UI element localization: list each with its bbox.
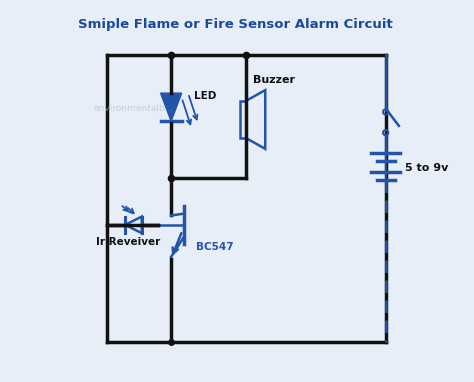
Text: LED: LED <box>194 91 217 101</box>
Text: BC547: BC547 <box>196 243 233 253</box>
Text: Smiple Flame or Fire Sensor Alarm Circuit: Smiple Flame or Fire Sensor Alarm Circui… <box>78 18 392 31</box>
Text: Ir Reveiver: Ir Reveiver <box>96 237 160 247</box>
Text: Buzzer: Buzzer <box>253 75 295 85</box>
Bar <box>240 100 246 138</box>
Text: environmentalb...: environmentalb... <box>93 104 173 113</box>
Polygon shape <box>161 93 182 121</box>
Text: 5 to 9v: 5 to 9v <box>404 163 448 173</box>
